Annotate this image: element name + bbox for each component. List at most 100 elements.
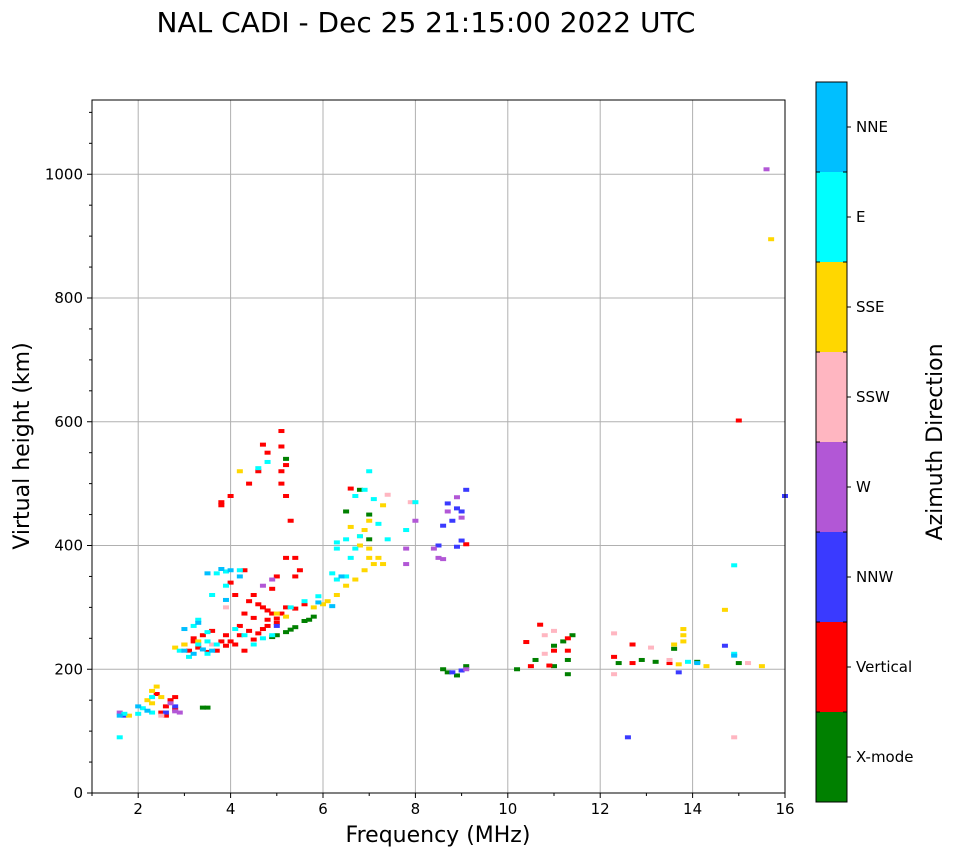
y-tick-label: 1000 bbox=[45, 165, 83, 183]
echo-point bbox=[532, 657, 539, 662]
echo-point bbox=[310, 614, 317, 619]
echo-point bbox=[222, 605, 229, 610]
echo-point bbox=[255, 602, 262, 607]
echo-point bbox=[671, 646, 678, 651]
y-tick-label: 200 bbox=[54, 660, 83, 678]
echo-point bbox=[283, 456, 290, 461]
echo-point bbox=[222, 643, 229, 648]
echo-point bbox=[458, 538, 465, 543]
colorbar-segment bbox=[816, 82, 847, 172]
echo-point bbox=[204, 651, 211, 656]
echo-point bbox=[153, 684, 160, 689]
echo-point bbox=[264, 450, 271, 455]
echo-point bbox=[343, 537, 350, 542]
echo-point bbox=[315, 600, 322, 605]
echo-point bbox=[218, 567, 225, 572]
echo-point bbox=[186, 648, 193, 653]
echo-point bbox=[218, 503, 225, 508]
echo-point bbox=[731, 653, 738, 658]
echo-point bbox=[375, 521, 382, 526]
echo-point bbox=[333, 546, 340, 551]
echo-point bbox=[195, 645, 202, 650]
echo-point bbox=[384, 537, 391, 542]
echo-point bbox=[209, 628, 216, 633]
echo-point bbox=[523, 640, 530, 645]
x-axis-label: Frequency (MHz) bbox=[346, 823, 531, 848]
echo-point bbox=[255, 466, 262, 471]
echo-point bbox=[537, 622, 544, 627]
y-tick-label: 0 bbox=[73, 784, 83, 802]
echo-point bbox=[352, 546, 359, 551]
colorbar-label: E bbox=[856, 208, 865, 226]
echo-point bbox=[435, 543, 442, 548]
echo-point bbox=[204, 639, 211, 644]
echo-point bbox=[116, 735, 123, 740]
echo-point bbox=[315, 594, 322, 599]
colorbar-label: SSW bbox=[856, 388, 890, 406]
echo-point bbox=[172, 709, 179, 714]
echo-point bbox=[232, 627, 239, 632]
echo-point bbox=[241, 611, 248, 616]
echo-point bbox=[449, 518, 456, 523]
chart-title: NAL CADI - Dec 25 21:15:00 2022 UTC bbox=[157, 6, 696, 39]
echo-point bbox=[264, 608, 271, 613]
echo-point bbox=[440, 523, 447, 528]
echo-point bbox=[209, 593, 216, 597]
echo-point bbox=[611, 672, 618, 677]
echo-point bbox=[250, 642, 257, 647]
echo-point bbox=[564, 648, 571, 653]
echo-point bbox=[624, 735, 631, 740]
echo-point bbox=[366, 537, 373, 542]
echo-point bbox=[278, 469, 285, 474]
echo-point bbox=[222, 583, 229, 588]
echo-point bbox=[329, 604, 336, 609]
echo-point bbox=[458, 668, 465, 673]
echo-point bbox=[273, 623, 280, 628]
echo-point bbox=[361, 528, 368, 533]
echo-point bbox=[250, 615, 257, 620]
echo-point bbox=[149, 688, 156, 693]
echo-point bbox=[153, 692, 160, 696]
echo-point bbox=[453, 673, 460, 678]
echo-point bbox=[283, 630, 290, 635]
echo-point bbox=[227, 568, 234, 573]
echo-point bbox=[347, 555, 354, 560]
echo-point bbox=[758, 664, 765, 669]
echo-point bbox=[564, 657, 571, 662]
echo-point bbox=[366, 546, 373, 551]
x-tick-label: 12 bbox=[591, 800, 610, 818]
echo-point bbox=[158, 710, 165, 715]
y-tick-label: 800 bbox=[54, 289, 83, 307]
echo-point bbox=[264, 617, 271, 622]
echo-point bbox=[564, 636, 571, 641]
colorbar-label: NNE bbox=[856, 118, 888, 136]
colorbar-segment bbox=[816, 442, 847, 532]
plot-area: 2 4 6 8 10 12 14 16 0 200 400 600 800 1000 bbox=[45, 99, 795, 818]
echo-point bbox=[463, 667, 470, 672]
echo-point bbox=[763, 167, 770, 172]
echo-point bbox=[135, 704, 142, 709]
echo-point bbox=[629, 661, 636, 666]
echo-point bbox=[149, 695, 156, 700]
colorbar-label: SSE bbox=[856, 298, 885, 316]
echo-point bbox=[366, 518, 373, 523]
echo-point bbox=[209, 642, 216, 647]
echo-point bbox=[264, 459, 271, 464]
echo-point bbox=[292, 555, 299, 560]
echo-point bbox=[333, 577, 340, 582]
echo-point bbox=[380, 562, 387, 567]
echo-point bbox=[352, 494, 359, 498]
echo-point bbox=[273, 616, 280, 621]
series-nne bbox=[116, 567, 738, 718]
echo-point bbox=[361, 568, 368, 573]
echo-point bbox=[278, 481, 285, 486]
echo-point bbox=[366, 555, 373, 560]
echo-point bbox=[190, 636, 197, 641]
echo-point bbox=[514, 667, 521, 672]
echo-point bbox=[172, 695, 179, 700]
echo-point bbox=[407, 500, 414, 505]
axis-ticks: 2 4 6 8 10 12 14 16 0 200 400 600 800 1000 bbox=[45, 111, 795, 818]
data-points bbox=[116, 167, 788, 740]
echo-point bbox=[278, 429, 285, 434]
echo-point bbox=[213, 571, 220, 576]
